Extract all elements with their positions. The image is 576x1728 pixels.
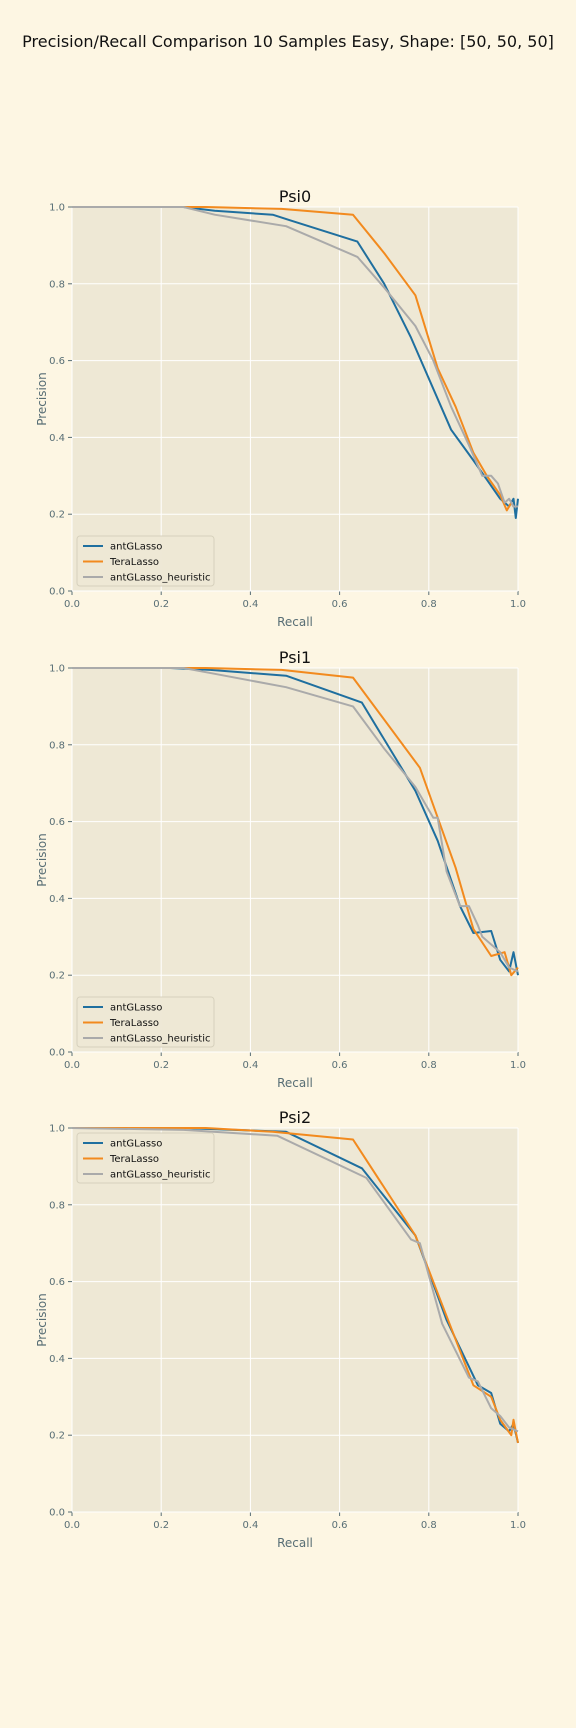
x-tick-label: 0.0	[64, 599, 80, 610]
subplot-psi0: 0.0 0.2 0.4 0.6 0.8 1.0 0.0 0.2 0.4 0.6 0.8 1.0 Psi0…	[35, 187, 526, 629]
y-tick-label: 0.8	[49, 1200, 65, 1211]
legend-frame	[76, 535, 215, 587]
legend-entry: antGLasso_heuristic	[110, 1170, 211, 1181]
subplots: 0.0 0.2 0.4 0.6 0.8 1.0 0.0 0.2 0.4 0.6 0.8 1.0 Psi0…	[35, 187, 526, 1550]
series-line-teralasso	[72, 206, 518, 512]
legend-entry: antGLasso	[110, 542, 162, 553]
y-tick-label: 0.4	[49, 433, 65, 444]
x-tick-label: 0.6	[332, 1060, 348, 1071]
plot-area	[72, 1128, 518, 1512]
legend-frame	[76, 1132, 215, 1184]
x-tick-label: 0.6	[332, 599, 348, 610]
legend: antGLasso TeraLasso antGLasso_heuristic	[76, 535, 215, 587]
legend-entry: antGLasso	[110, 1139, 162, 1150]
legend: antGLasso TeraLasso antGLasso_heuristic	[76, 996, 215, 1048]
y-tick-label: 0.6	[49, 356, 65, 367]
y-tick-label: 0.6	[49, 1277, 65, 1288]
y-tick-label: 0.2	[49, 1431, 65, 1442]
y-tick-label: 0.8	[49, 279, 65, 290]
series-line-teralasso	[72, 667, 519, 977]
subplot-title: Psi0	[279, 187, 311, 206]
y-tick-label: 0.0	[49, 587, 65, 598]
x-tick-label: 1.0	[510, 1520, 526, 1531]
plot-area	[72, 668, 518, 1052]
x-tick-label: 0.2	[153, 599, 169, 610]
x-tick-label: 0.4	[242, 1060, 258, 1071]
x-tick-label: 1.0	[510, 1060, 526, 1071]
y-axis-label: Precision	[35, 833, 49, 887]
x-tick-label: 0.8	[421, 1060, 437, 1071]
x-tick-label: 1.0	[510, 599, 526, 610]
x-tick-label: 0.2	[153, 1520, 169, 1531]
x-tick-label: 0.8	[421, 1520, 437, 1531]
x-tick-label: 0.0	[64, 1520, 80, 1531]
series-line-teralasso	[72, 1127, 519, 1444]
series-line-antglasso-heuristic	[72, 206, 518, 508]
legend-entry: antGLasso_heuristic	[110, 1034, 211, 1045]
x-axis-label: Recall	[277, 615, 313, 629]
y-axis-label: Precision	[35, 372, 49, 426]
x-tick-label: 0.4	[242, 1520, 258, 1531]
y-tick-label: 0.8	[49, 740, 65, 751]
x-tick-label: 0.6	[332, 1520, 348, 1531]
x-tick-label: 0.8	[421, 599, 437, 610]
y-tick-label: 0.4	[49, 1354, 65, 1365]
legend-entry: TeraLasso	[109, 1018, 159, 1029]
x-tick-label: 0.0	[64, 1060, 80, 1071]
y-tick-label: 0.0	[49, 1508, 65, 1519]
x-tick-label: 0.4	[242, 599, 258, 610]
legend-frame	[76, 996, 215, 1048]
x-axis-label: Recall	[277, 1076, 313, 1090]
y-axis-label: Precision	[35, 1293, 49, 1347]
y-tick-label: 1.0	[49, 664, 65, 675]
legend: antGLasso TeraLasso antGLasso_heuristic	[76, 1132, 215, 1184]
legend-entry: antGLasso_heuristic	[110, 573, 211, 584]
series-line-antglasso-heuristic	[71, 1127, 519, 1433]
x-axis-label: Recall	[277, 1536, 313, 1550]
y-tick-label: 0.4	[49, 894, 65, 905]
series-line-antglasso-heuristic	[72, 667, 519, 973]
subplot-title: Psi1	[279, 648, 311, 667]
subplot-psi2: 0.0 0.2 0.4 0.6 0.8 1.0 0.0 0.2 0.4 0.6 0.8 1.0 Psi2…	[35, 1108, 526, 1550]
x-tick-label: 0.2	[153, 1060, 169, 1071]
y-tick-label: 0.6	[49, 817, 65, 828]
subplot-title: Psi2	[279, 1108, 311, 1127]
y-tick-label: 0.2	[49, 971, 65, 982]
legend-entry: antGLasso	[110, 1003, 162, 1014]
y-tick-label: 0.0	[49, 1048, 65, 1059]
plot-area	[72, 207, 518, 591]
series-line-antglasso	[72, 667, 519, 976]
legend-entry: TeraLasso	[109, 557, 159, 568]
figure-suptitle: Precision/Recall Comparison 10 Samples E…	[22, 32, 554, 51]
legend-entry: TeraLasso	[109, 1154, 159, 1165]
y-tick-label: 1.0	[49, 1124, 65, 1135]
subplot-psi1: 0.0 0.2 0.4 0.6 0.8 1.0 0.0 0.2 0.4 0.6 0.8 1.0 Psi1…	[35, 648, 526, 1090]
y-tick-label: 0.2	[49, 510, 65, 521]
y-tick-label: 1.0	[49, 203, 65, 214]
